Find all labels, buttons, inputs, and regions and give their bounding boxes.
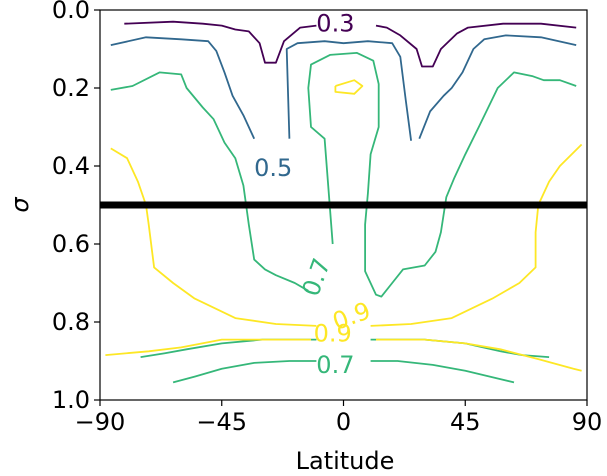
x-axis-ticks: −90 −45 0 45 90: [75, 400, 603, 436]
contour-line-0-3: [124, 20, 317, 64]
y-axis-label: σ: [6, 197, 34, 213]
contour-line-0-7: [370, 360, 515, 384]
y-tick-label: 0.2: [52, 74, 90, 102]
x-tick-label: −90: [75, 408, 126, 436]
contour-label-0-7: 0.7: [316, 351, 354, 379]
y-axis-ticks: 0.0 0.2 0.4 0.6 0.8 1.0: [52, 0, 100, 414]
contour-label-0-9: 0.9: [314, 320, 352, 348]
contour-line-0-9: [370, 143, 583, 327]
x-tick-label: 90: [572, 408, 603, 436]
contour-line-0-9: [376, 338, 582, 372]
y-tick-label: 0.0: [52, 0, 90, 24]
contour-label-0-3: 0.3: [316, 10, 354, 38]
contour-line-0-7: [307, 52, 577, 298]
contour-line-0-7: [110, 71, 309, 292]
contour-line-0-9: [105, 338, 311, 356]
x-tick-label: −45: [196, 408, 247, 436]
contour-label-0-7: 0.7: [297, 254, 336, 299]
contour-label-0-5: 0.5: [254, 154, 292, 182]
contour-line-0-5: [418, 34, 577, 140]
contour-line-0-3: [375, 22, 577, 68]
y-tick-label: 0.6: [52, 230, 90, 258]
contour-line-0-7: [172, 360, 317, 384]
contour-line-0-9: [334, 79, 364, 95]
contour-line-0-5: [285, 40, 412, 141]
x-tick-label: 0: [336, 408, 351, 436]
y-tick-label: 0.4: [52, 152, 90, 180]
y-tick-label: 0.8: [52, 308, 90, 336]
y-tick-label: 1.0: [52, 386, 90, 414]
x-axis-label: Latitude: [296, 447, 395, 475]
contour-line-0-5: [110, 36, 256, 140]
contour-lines: [105, 20, 583, 384]
contour-line-0-9: [110, 147, 317, 327]
x-tick-label: 45: [450, 408, 481, 436]
